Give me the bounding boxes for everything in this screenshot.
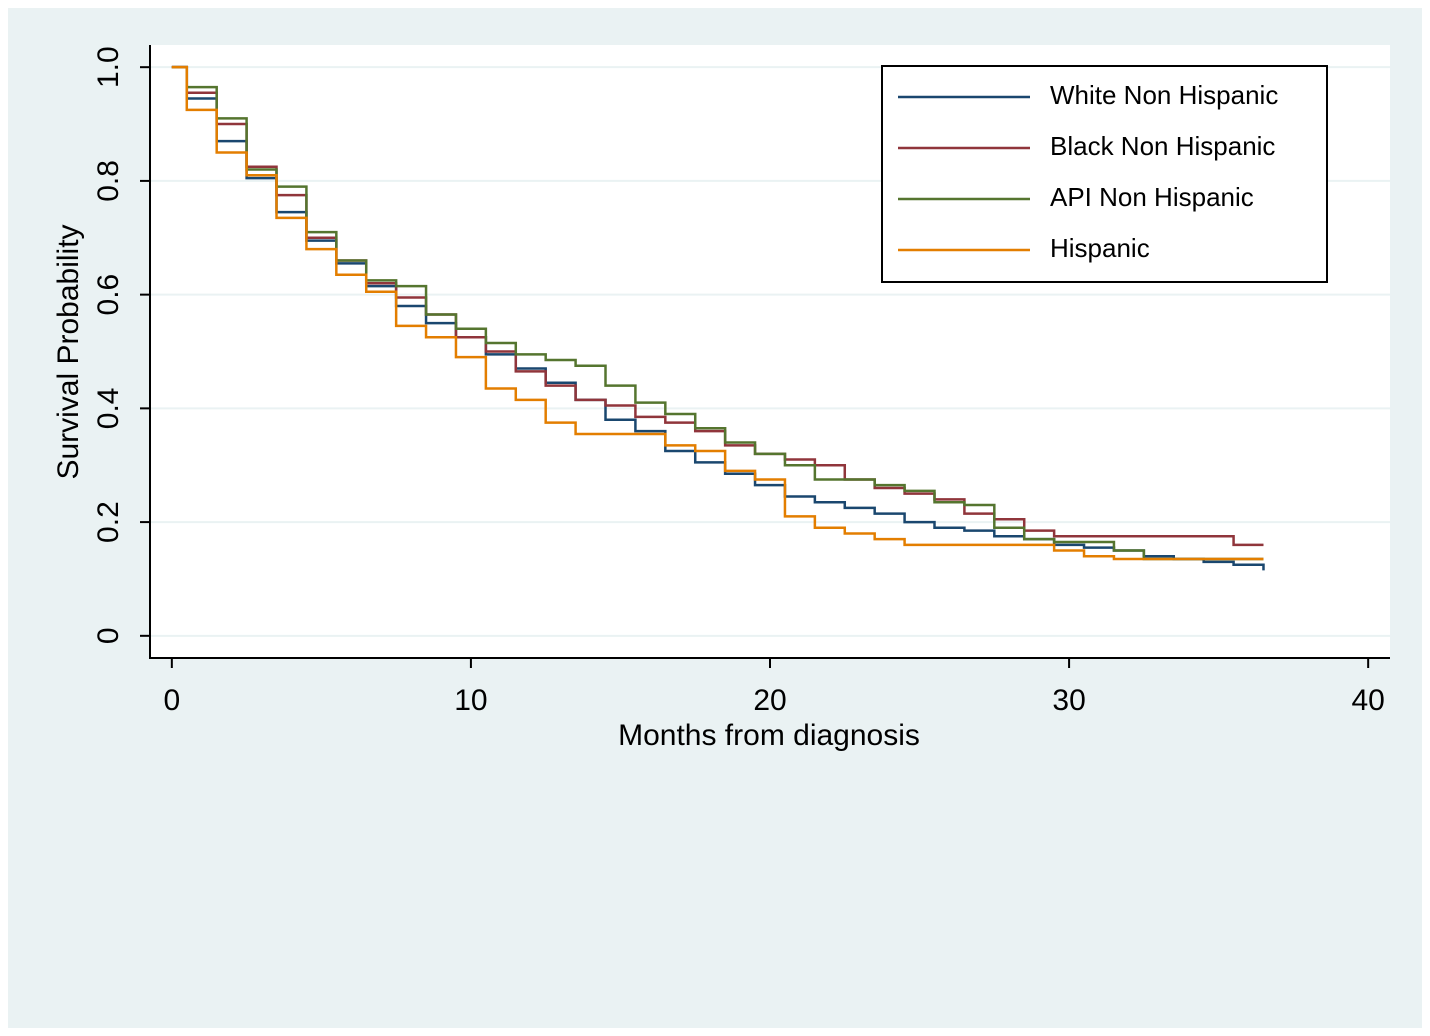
x-tick-label: 20 <box>753 684 786 717</box>
y-tick-label: 1.0 <box>92 46 125 88</box>
y-tick-label: 0.4 <box>92 388 125 430</box>
legend <box>881 65 1328 283</box>
x-tick-label: 10 <box>454 684 487 717</box>
x-tick-label: 30 <box>1052 684 1085 717</box>
x-axis-label: Months from diagnosis <box>618 719 920 752</box>
survival-line <box>171 65 1264 561</box>
y-tick-label: 0.6 <box>92 274 125 316</box>
x-tick-label: 0 <box>163 684 180 717</box>
legend-label: Hispanic <box>1050 233 1150 263</box>
y-tick-label: 0.2 <box>92 501 125 543</box>
survival-line <box>171 65 1264 561</box>
x-tick-label: 40 <box>1351 684 1384 717</box>
legend-label: API Non Hispanic <box>1050 182 1254 212</box>
y-axis-label: Survival Probability <box>52 224 85 479</box>
legend-label: Black Non Hispanic <box>1050 131 1275 161</box>
y-tick-label: 0 <box>92 627 125 644</box>
legend-label: White Non Hispanic <box>1050 80 1278 110</box>
y-tick-label: 0.8 <box>92 160 125 202</box>
